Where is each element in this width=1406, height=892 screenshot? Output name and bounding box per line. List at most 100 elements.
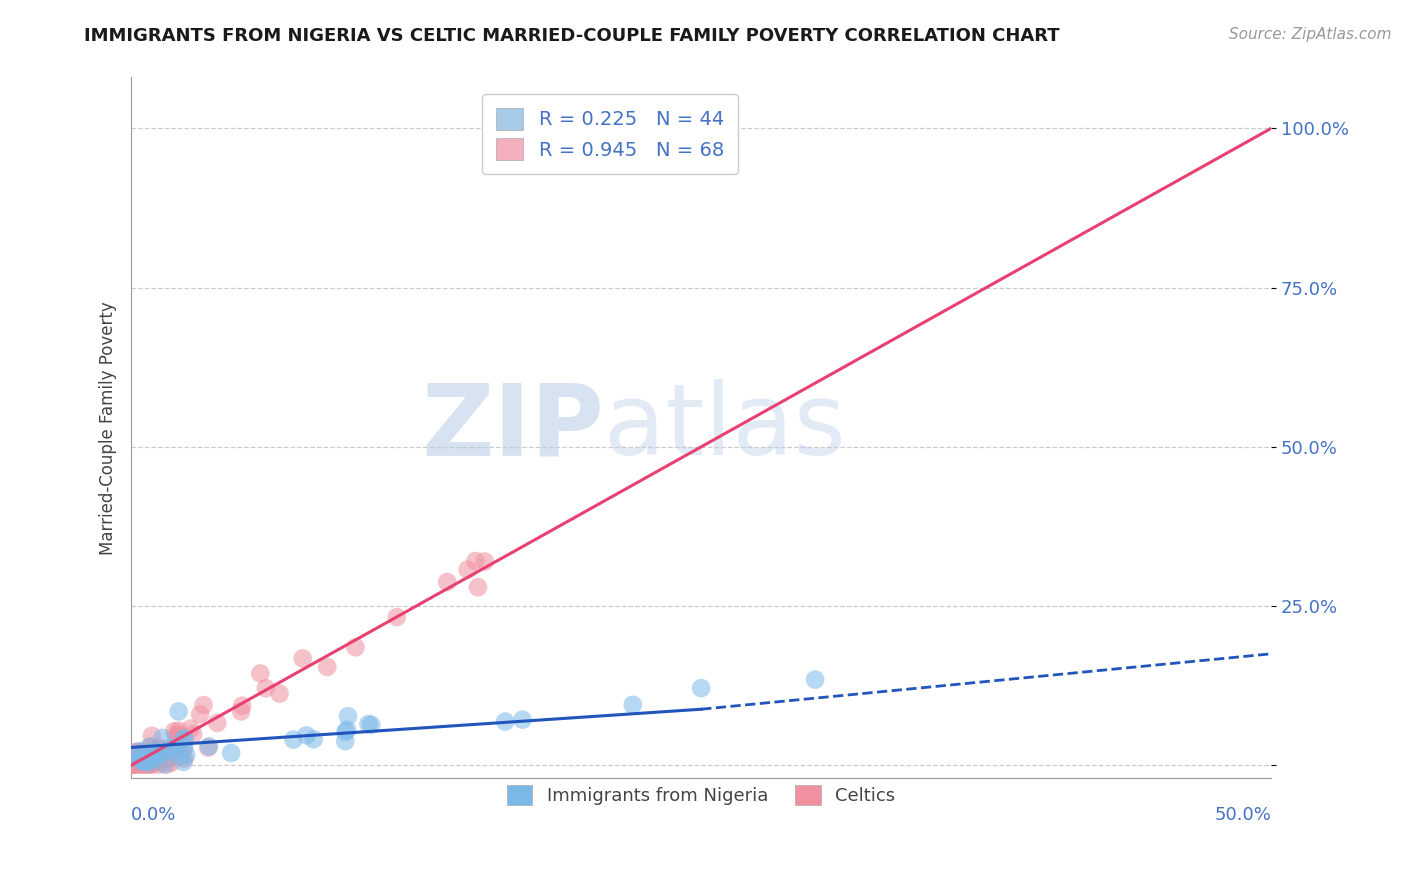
Point [269,687,291,701]
Point [122,748,145,763]
Point [167,727,190,741]
Point [173,732,195,747]
Point [136,756,159,770]
Point [436,574,458,589]
Point [162,741,184,756]
Point [169,749,191,764]
Point [159,741,181,756]
Point [316,660,339,674]
Point [231,698,253,713]
Point [162,745,184,759]
Point [512,713,534,727]
Point [139,756,162,771]
Point [136,756,159,771]
Point [122,756,145,770]
Point [138,755,160,769]
Text: ZIP: ZIP [422,379,605,476]
Point [124,751,146,765]
Point [167,705,190,719]
Point [150,741,173,756]
Point [207,715,229,730]
Point [122,757,145,772]
Point [181,727,204,741]
Point [125,745,148,759]
Point [160,744,183,758]
Point [141,745,163,759]
Point [335,734,357,748]
Point [464,554,486,568]
Point [166,739,188,753]
Point [219,746,242,760]
Point [804,673,827,687]
Point [163,724,186,739]
Point [142,752,165,766]
Point [128,751,150,765]
Point [131,745,153,759]
Point [127,749,149,764]
Text: 50.0%: 50.0% [1215,806,1271,824]
Point [173,731,195,746]
Point [167,732,190,747]
Text: Source: ZipAtlas.com: Source: ZipAtlas.com [1229,27,1392,42]
Point [150,747,173,761]
Point [122,745,145,759]
Point [174,747,197,762]
Point [132,754,155,768]
Point [139,739,162,754]
Point [690,681,713,695]
Point [131,754,153,768]
Point [295,728,318,742]
Point [138,739,160,754]
Point [141,729,163,743]
Point [173,751,195,765]
Point [148,740,170,755]
Point [134,754,156,768]
Point [336,709,359,723]
Point [141,751,163,765]
Point [135,751,157,765]
Point [254,681,277,696]
Point [124,757,146,772]
Point [132,757,155,772]
Point [467,580,489,594]
Point [231,705,253,719]
Point [150,731,173,745]
Point [139,757,162,772]
Point [621,698,644,712]
Point [457,563,479,577]
Y-axis label: Married-Couple Family Poverty: Married-Couple Family Poverty [100,301,117,555]
Legend: Immigrants from Nigeria, Celtics: Immigrants from Nigeria, Celtics [495,772,908,818]
Point [128,744,150,758]
Point [138,750,160,764]
Point [193,698,215,712]
Point [173,740,195,755]
Point [141,757,163,772]
Point [160,756,183,770]
Point [155,757,177,772]
Point [474,554,496,568]
Point [188,707,211,722]
Point [291,651,314,665]
Point [143,745,166,759]
Text: 0.0%: 0.0% [131,806,177,824]
Point [173,741,195,756]
Point [167,723,190,738]
Point [283,732,305,747]
Text: atlas: atlas [605,379,846,476]
Point [146,747,169,761]
Point [134,750,156,764]
Point [197,740,219,755]
Point [135,757,157,772]
Point [336,723,359,737]
Point [198,739,221,754]
Point [335,725,357,739]
Point [172,755,194,769]
Point [153,757,176,772]
Point [165,728,187,742]
Point [134,749,156,764]
Point [249,666,271,681]
Text: IMMIGRANTS FROM NIGERIA VS CELTIC MARRIED-COUPLE FAMILY POVERTY CORRELATION CHAR: IMMIGRANTS FROM NIGERIA VS CELTIC MARRIE… [84,27,1060,45]
Point [122,747,145,762]
Point [360,718,382,732]
Point [385,610,408,624]
